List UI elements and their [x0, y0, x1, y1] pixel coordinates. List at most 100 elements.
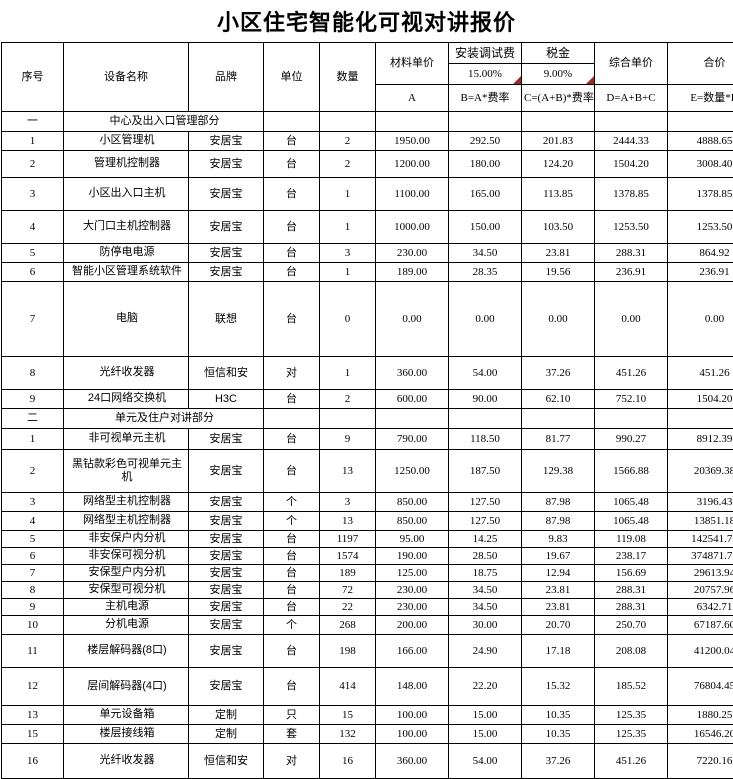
- cell-material-price: 1950.00: [376, 132, 449, 151]
- cell-equipment-name: 楼层接线箱: [64, 725, 189, 744]
- cell-composite-price: 2444.33: [595, 132, 668, 151]
- cell-brand: 安居宝: [189, 582, 264, 599]
- cell-install-fee: 34.50: [449, 244, 522, 263]
- cell-total-price: 4888.65: [668, 132, 733, 151]
- cell-unit: 台: [264, 244, 320, 263]
- cell-row-number: 5: [2, 244, 64, 263]
- section-empty-cell: [449, 409, 522, 429]
- cell-material-price: 230.00: [376, 244, 449, 263]
- cell-quantity: 198: [320, 635, 376, 668]
- cell-tax: 20.70: [522, 616, 595, 635]
- cell-quantity: 1: [320, 357, 376, 390]
- cell-install-fee: 15.00: [449, 725, 522, 744]
- cell-tax: 0.00: [522, 282, 595, 357]
- cell-composite-price: 236.91: [595, 263, 668, 282]
- section-empty-cell: [449, 112, 522, 132]
- cell-brand: 安居宝: [189, 599, 264, 616]
- header-row-main: 序号 设备名称 品牌 单位 数量 材料单价 安装调试费 15.00% 税金 9.…: [2, 43, 733, 85]
- section-label: 单元及住户对讲部分: [64, 409, 264, 429]
- cell-install-fee: 180.00: [449, 151, 522, 178]
- cell-brand: 定制: [189, 725, 264, 744]
- section-empty-cell: [320, 409, 376, 429]
- cell-unit: 台: [264, 263, 320, 282]
- cell-total-price: 1253.50: [668, 211, 733, 244]
- cell-equipment-name: 网络型主机控制器: [64, 493, 189, 512]
- cell-material-price: 125.00: [376, 565, 449, 582]
- cell-total-price: 76804.45: [668, 668, 733, 706]
- cell-install-fee: 118.50: [449, 429, 522, 450]
- cell-composite-price: 451.26: [595, 744, 668, 779]
- cell-material-price: 600.00: [376, 390, 449, 409]
- cell-total-price: 864.92: [668, 244, 733, 263]
- cell-equipment-name: 小区出入口主机: [64, 178, 189, 211]
- cell-brand: 安居宝: [189, 548, 264, 565]
- cell-composite-price: 1504.20: [595, 151, 668, 178]
- cell-composite-price: 125.35: [595, 706, 668, 725]
- cell-total-price: 6342.71: [668, 599, 733, 616]
- cell-composite-price: 119.08: [595, 531, 668, 548]
- cell-tax: 23.81: [522, 599, 595, 616]
- cell-brand: 联想: [189, 282, 264, 357]
- cell-row-number: 12: [2, 668, 64, 706]
- cell-equipment-name: 防停电电源: [64, 244, 189, 263]
- cell-row-number: 10: [2, 616, 64, 635]
- formula-material: A: [376, 85, 449, 112]
- cell-tax: 81.77: [522, 429, 595, 450]
- cell-quantity: 1: [320, 263, 376, 282]
- cell-material-price: 360.00: [376, 357, 449, 390]
- cell-quantity: 13: [320, 512, 376, 531]
- cell-composite-price: 156.69: [595, 565, 668, 582]
- cell-quantity: 72: [320, 582, 376, 599]
- cell-row-number: 16: [2, 744, 64, 779]
- cell-install-fee: 34.50: [449, 582, 522, 599]
- cell-tax: 12.94: [522, 565, 595, 582]
- cell-tax: 9.83: [522, 531, 595, 548]
- cell-unit: 台: [264, 565, 320, 582]
- cell-equipment-name: 分机电源: [64, 616, 189, 635]
- section-number: 二: [2, 409, 64, 429]
- cell-tax: 113.85: [522, 178, 595, 211]
- section-empty-cell: [376, 112, 449, 132]
- cell-brand: H3C: [189, 390, 264, 409]
- cell-quantity: 189: [320, 565, 376, 582]
- cell-unit: 台: [264, 151, 320, 178]
- section-empty-cell: [595, 112, 668, 132]
- cell-equipment-name: 网络型主机控制器: [64, 512, 189, 531]
- document-title-band: 小区住宅智能化可视对讲报价: [0, 0, 733, 42]
- cell-equipment-name: 层间解码器(4口): [64, 668, 189, 706]
- cell-composite-price: 451.26: [595, 357, 668, 390]
- cell-tax: 37.26: [522, 357, 595, 390]
- column-header-tax: 税金 9.00%: [522, 43, 595, 85]
- cell-composite-price: 288.31: [595, 599, 668, 616]
- tax-rate: 9.00%: [522, 64, 594, 84]
- cell-total-price: 20757.96: [668, 582, 733, 599]
- cell-tax: 19.56: [522, 263, 595, 282]
- cell-brand: 安居宝: [189, 493, 264, 512]
